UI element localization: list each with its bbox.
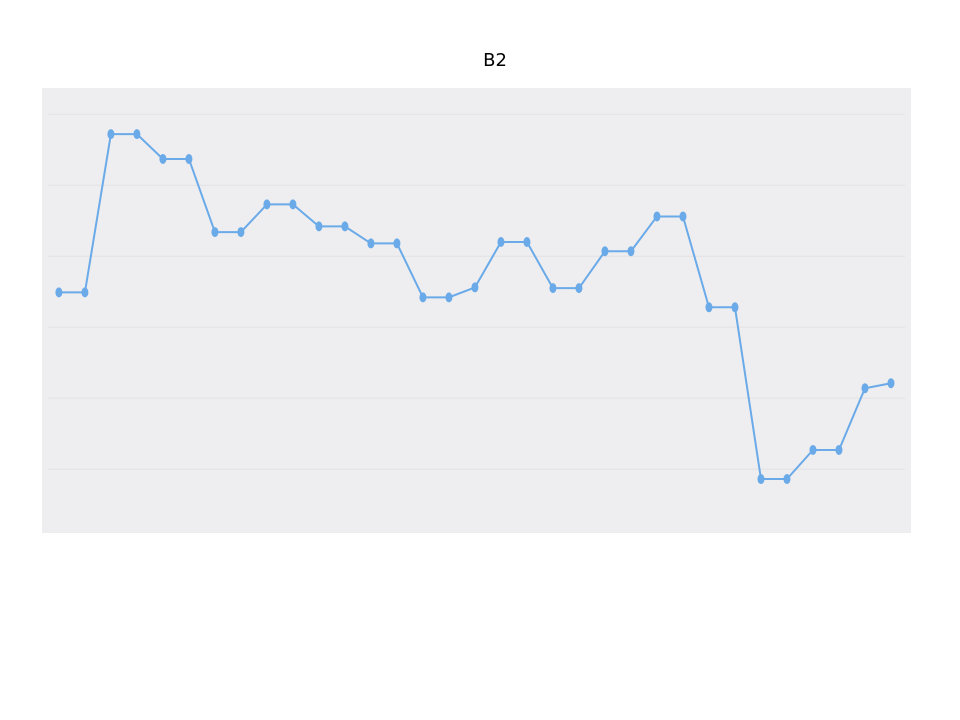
data-point	[133, 129, 141, 140]
data-point	[627, 246, 635, 257]
data-point	[887, 378, 895, 389]
data-point	[705, 302, 713, 313]
data-point	[653, 211, 661, 222]
data-point	[159, 153, 167, 164]
data-point	[809, 444, 817, 455]
data-point	[861, 383, 869, 394]
data-point	[393, 238, 401, 249]
data-point	[445, 292, 453, 303]
data-point	[731, 302, 739, 313]
data-point	[341, 221, 349, 232]
data-point	[185, 153, 193, 164]
data-point	[367, 238, 375, 249]
plot-area	[42, 88, 911, 533]
data-point	[497, 237, 505, 248]
data-point	[419, 292, 427, 303]
data-point	[523, 237, 531, 248]
data-point	[835, 444, 843, 455]
data-point	[575, 283, 583, 294]
data-point	[315, 221, 323, 232]
data-point	[237, 227, 245, 238]
data-point	[783, 474, 791, 485]
data-point	[679, 211, 687, 222]
data-point	[107, 129, 115, 140]
data-point	[289, 199, 297, 210]
data-point	[471, 282, 479, 293]
data-point	[549, 283, 557, 294]
data-point	[263, 199, 271, 210]
data-point	[81, 287, 89, 298]
data-point	[757, 474, 765, 485]
data-point	[55, 287, 63, 298]
data-point	[601, 246, 609, 257]
data-point	[211, 227, 219, 238]
chart-title: B2	[483, 50, 507, 71]
